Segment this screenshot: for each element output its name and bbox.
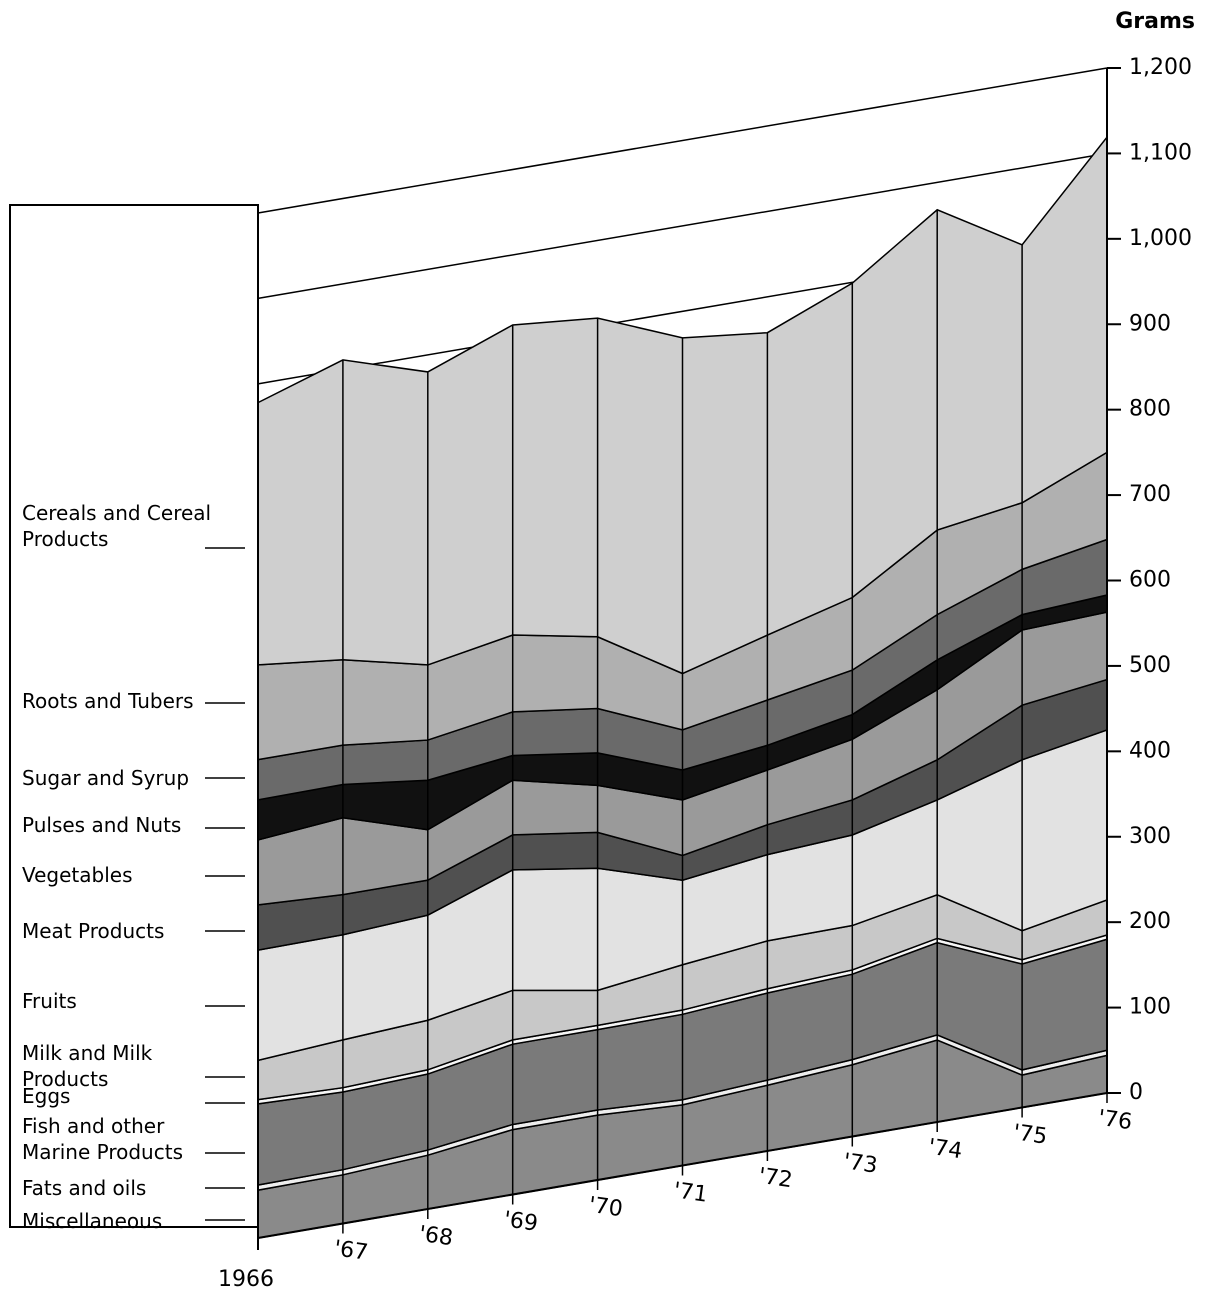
x-tick-label: '71 (672, 1178, 709, 1207)
foreground: 0 100 200 300 400 500 600 700 800 900 1,000 1,100 1,… (205, 55, 1192, 1289)
series-label: Meat Products (22, 919, 165, 943)
series-label: Pulses and Nuts (22, 813, 182, 837)
y-tick-label: 400 (1129, 738, 1171, 763)
y-tick-label: 1,200 (1129, 55, 1192, 80)
series-label: Fruits (22, 989, 77, 1013)
x-tick-label: '73 (842, 1149, 879, 1178)
series-label: Roots and Tubers (22, 689, 194, 713)
x-tick-label: 1966 (218, 1267, 274, 1289)
y-tick-label: 500 (1129, 653, 1171, 678)
y-tick-label: 100 (1129, 995, 1171, 1020)
grid-line (257, 67, 1108, 214)
x-tick-label: '68 (417, 1222, 454, 1251)
series-label: Vegetables (22, 863, 133, 887)
y-tick-label: 600 (1129, 568, 1171, 593)
series-label: Cereals and Cereal Products (22, 501, 212, 551)
y-tick-label: 200 (1129, 909, 1171, 934)
series-label: Fats and oils (22, 1176, 147, 1200)
series-label: Fish and other Marine Products (22, 1114, 183, 1164)
x-tick-label: '76 (1096, 1106, 1133, 1135)
series-label: Eggs (22, 1084, 71, 1108)
y-tick-label: 1,000 (1129, 226, 1192, 251)
x-tick-label: '69 (502, 1207, 539, 1236)
y-tick-label: 800 (1129, 397, 1171, 422)
y-tick-label: 300 (1129, 824, 1171, 849)
x-tick-label: '72 (757, 1164, 794, 1193)
series-label: Miscellaneous (22, 1209, 163, 1233)
x-tick-label: '70 (587, 1193, 624, 1222)
x-tick-label: '67 (332, 1236, 369, 1265)
x-tick-label: '75 (1012, 1120, 1049, 1149)
y-tick-label: 1,100 (1129, 140, 1192, 165)
y-axis-label: Grams (1115, 9, 1195, 34)
x-tick-label: '74 (927, 1135, 964, 1164)
y-tick-label: 900 (1129, 311, 1171, 336)
series-label: Milk and Milk Products (22, 1041, 153, 1091)
y-tick-label: 700 (1129, 482, 1171, 507)
grid-line (257, 152, 1108, 300)
series-label: Sugar and Syrup (22, 766, 190, 790)
y-tick-label: 0 (1129, 1080, 1143, 1105)
baseline (257, 1092, 1108, 1239)
